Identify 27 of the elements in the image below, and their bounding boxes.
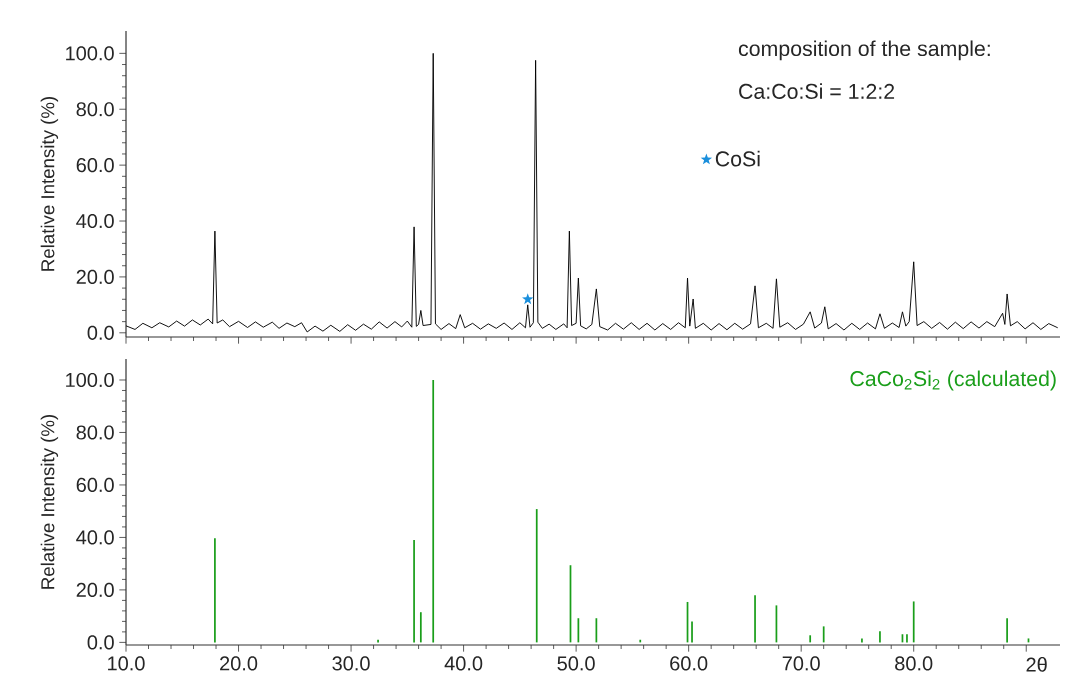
x-tick-label: 30.0 xyxy=(332,656,370,671)
y-tick-label: 40.0 xyxy=(76,213,114,229)
x-tick-label: 60.0 xyxy=(670,656,708,671)
annotation: composition of the sample: xyxy=(738,40,990,61)
x-tick-label: 70.0 xyxy=(782,656,820,671)
x-tick-label: 80.0 xyxy=(895,656,933,671)
x-tick-label: 50.0 xyxy=(557,656,595,671)
y-tick-label: 100.0 xyxy=(66,372,114,388)
y-axis-title: Relative Intensity (%) xyxy=(40,415,59,589)
y-tick-label: 20.0 xyxy=(76,269,114,284)
y-tick-label: 100.0 xyxy=(66,46,114,61)
y-tick-label: 80.0 xyxy=(76,425,114,440)
y-tick-label: 80.0 xyxy=(76,102,114,117)
y-tick-label: 20.0 xyxy=(76,582,114,597)
y-tick-label: 40.0 xyxy=(76,530,114,545)
x-axis-title: 2θ xyxy=(1026,657,1047,672)
y-tick-label: 0.0 xyxy=(87,635,114,650)
y-tick-label: 0.0 xyxy=(87,325,114,340)
x-tick-label: 20.0 xyxy=(220,656,258,671)
annotation: Ca:Co:Si = 1:2:2 xyxy=(739,83,895,99)
y-axis-title: Relative Intensity (%) xyxy=(40,97,59,271)
text: CaCo$_{2}$Si$_{2}$ (calculated) xyxy=(850,370,1056,391)
x-tick-label: 40.0 xyxy=(444,656,483,671)
y-tick-label: 60.0 xyxy=(76,158,114,173)
x-tick-label: 10.0 xyxy=(108,656,145,671)
y-tick-label: 60.0 xyxy=(76,477,114,493)
legend-label: CoSi xyxy=(715,150,760,167)
